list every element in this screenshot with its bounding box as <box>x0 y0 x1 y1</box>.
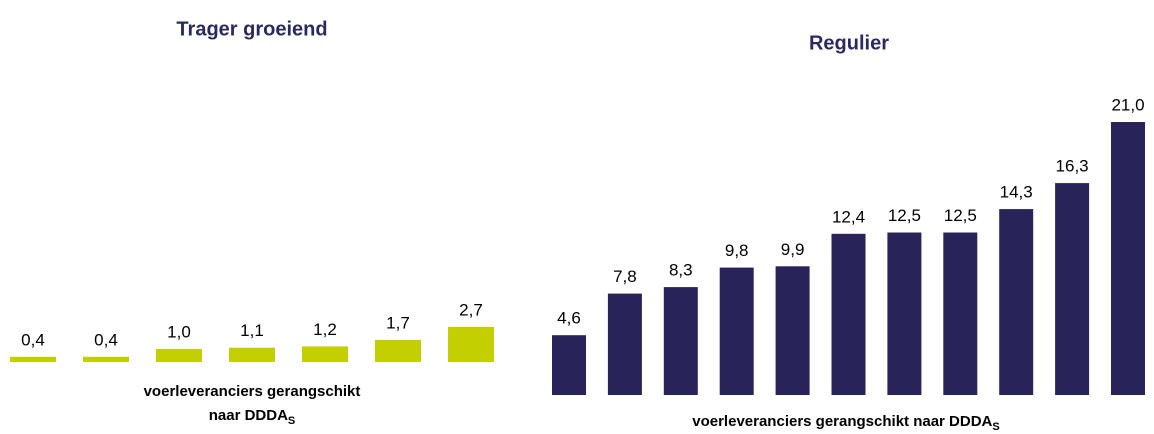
bar <box>302 346 348 362</box>
value-label: 12,5 <box>944 206 977 225</box>
bar <box>719 267 754 395</box>
bar <box>831 233 866 395</box>
bar <box>1055 183 1090 395</box>
chart-title: Regulier <box>809 32 889 54</box>
value-label: 12,5 <box>888 206 921 225</box>
bar <box>10 356 56 362</box>
value-label: 16,3 <box>1056 157 1089 176</box>
bar <box>1111 122 1145 395</box>
bar <box>663 287 698 395</box>
bar <box>448 326 494 362</box>
bar <box>83 356 129 362</box>
value-label: 12,4 <box>832 207 865 226</box>
value-label: 4,6 <box>557 309 581 328</box>
bar <box>887 232 922 395</box>
value-label: 1,2 <box>313 320 337 339</box>
value-label: 21,0 <box>1111 95 1144 114</box>
x-axis-label-text: voerleveranciers gerangschikt <box>144 383 361 400</box>
value-label: 7,8 <box>613 267 637 286</box>
bar <box>999 209 1034 395</box>
bar <box>552 335 586 395</box>
x-axis-label: naar DDDAS <box>209 407 296 427</box>
value-label: 14,3 <box>1000 183 1033 202</box>
x-axis-label-text: voerleveranciers gerangschikt naar DDDA <box>692 413 992 430</box>
value-label: 9,8 <box>725 241 749 260</box>
value-label: 2,7 <box>459 300 483 319</box>
x-axis-label-subscript: S <box>288 415 295 427</box>
bar <box>775 266 810 395</box>
bar <box>156 349 202 362</box>
value-label: 1,7 <box>386 313 410 332</box>
x-axis-label: voerleveranciers gerangschikt <box>144 383 361 400</box>
x-axis-label-text: naar DDDA <box>209 407 288 424</box>
bar <box>943 232 978 395</box>
value-label: 9,9 <box>781 240 805 259</box>
value-label: 1,0 <box>167 322 191 341</box>
value-label: 0,4 <box>94 330 118 349</box>
x-axis-label-subscript: S <box>992 421 999 433</box>
chart-title: Trager groeiend <box>176 18 327 40</box>
bar <box>607 293 642 395</box>
value-label: 0,4 <box>21 330 45 349</box>
bar <box>229 347 275 362</box>
x-axis-label: voerleveranciers gerangschikt naar DDDAS <box>692 413 999 433</box>
bar <box>375 339 421 362</box>
value-label: 8,3 <box>669 261 693 280</box>
value-label: 1,1 <box>240 321 264 340</box>
